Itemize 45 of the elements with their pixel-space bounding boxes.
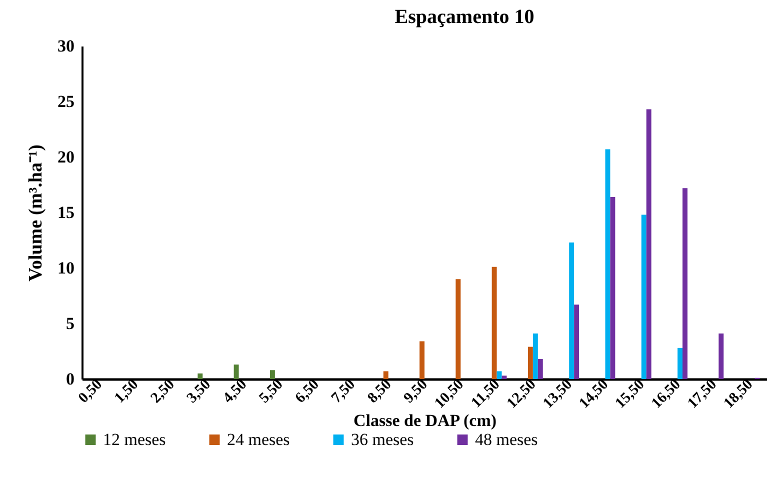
y-tick-label: 15 — [58, 203, 74, 222]
bar — [574, 304, 580, 379]
bar — [383, 371, 388, 379]
bar — [718, 333, 724, 379]
x-tick-label: 7,50 — [328, 376, 359, 406]
bar — [538, 359, 543, 379]
x-tick-label: 6,50 — [292, 376, 322, 406]
bar — [678, 348, 683, 379]
bar — [270, 370, 275, 379]
y-tick-label: 25 — [58, 92, 74, 111]
legend-label: 24 meses — [227, 430, 290, 449]
y-tick-label: 10 — [58, 258, 74, 278]
x-tick-label: 0,50 — [76, 376, 106, 406]
x-tick-label: 1,50 — [112, 376, 142, 406]
legend-label: 36 meses — [351, 430, 414, 449]
chart-title: Espaçamento 10 — [394, 6, 534, 28]
bar — [496, 371, 502, 379]
y-axis-title: Volume (m³.ha⁻¹) — [26, 144, 46, 282]
bar — [605, 149, 610, 379]
x-tick-label: 9,50 — [400, 376, 431, 406]
bar — [646, 109, 652, 379]
bar — [502, 376, 507, 379]
bar — [528, 346, 533, 379]
y-tick-label: 5 — [66, 314, 74, 333]
y-tick-label: 0 — [66, 370, 74, 388]
x-tick-label: 8,50 — [364, 376, 395, 406]
bar — [641, 214, 646, 379]
legend-label: 12 meses — [103, 430, 166, 449]
bar — [569, 242, 574, 379]
bar — [420, 341, 424, 379]
bar — [492, 266, 497, 379]
bar — [456, 279, 461, 379]
y-tick-label: 20 — [58, 148, 74, 166]
x-tick-label: 5,50 — [256, 376, 286, 406]
x-tick-label: 3,50 — [184, 376, 214, 406]
x-tick-label: 2,50 — [148, 376, 178, 406]
bar — [610, 196, 616, 379]
x-tick-label: 4,50 — [220, 376, 250, 406]
x-axis-title: Classe de DAP (cm) — [353, 411, 497, 430]
y-tick-label: 30 — [58, 36, 74, 56]
bar — [532, 333, 538, 379]
legend-label: 48 meses — [475, 430, 538, 449]
bar — [234, 364, 239, 379]
bar — [198, 373, 203, 379]
bar — [682, 188, 688, 379]
